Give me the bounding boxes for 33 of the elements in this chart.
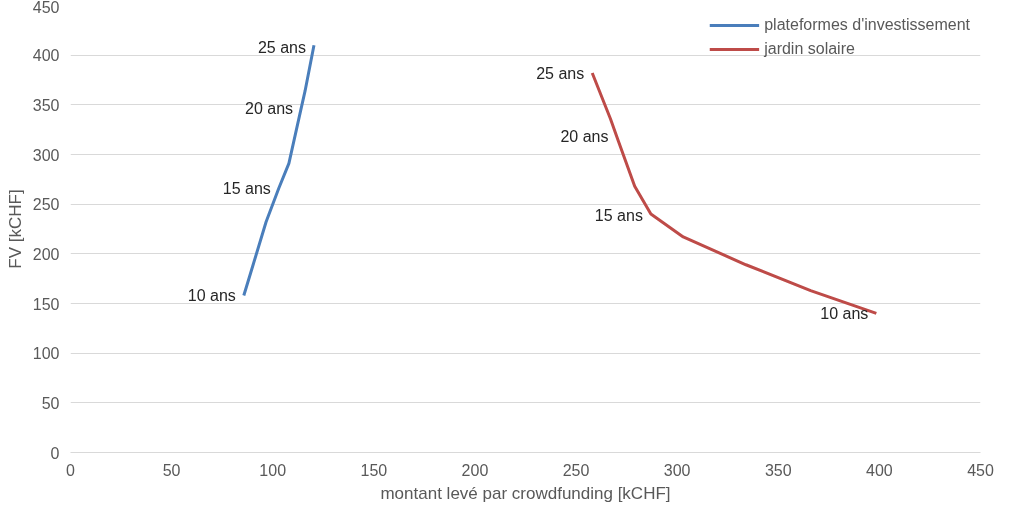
x-tick-label: 100 — [259, 461, 287, 479]
annotation: 25 ans — [257, 38, 306, 56]
y-tick-label: 300 — [32, 146, 60, 164]
y-tick-label: 100 — [32, 345, 60, 363]
annotation: 20 ans — [244, 100, 294, 118]
y-tick-label: 350 — [32, 96, 60, 114]
annotation: 15 ans — [222, 179, 271, 197]
annotation: 15 ans — [594, 206, 643, 224]
y-tick-label: 0 — [50, 444, 60, 462]
y-tick-label: 400 — [32, 47, 60, 65]
y-axis-title: FV [kCHF] — [5, 189, 25, 269]
x-tick-label: 300 — [663, 461, 691, 479]
x-tick-label: 400 — [866, 461, 893, 479]
y-tick-label: 450 — [32, 0, 60, 16]
annotation: 10 ans — [820, 304, 869, 322]
line-series — [242, 43, 316, 298]
y-tick-label: 250 — [32, 196, 60, 214]
legend-label: plateformes d'investissement — [764, 16, 970, 34]
y-tick-label: 200 — [32, 245, 60, 263]
annotation: 25 ans — [536, 64, 585, 82]
x-tick-label: 50 — [162, 461, 181, 479]
x-tick-label: 150 — [360, 461, 388, 479]
x-tick-label: 200 — [461, 461, 489, 479]
legend-label: jardin solaire — [764, 40, 855, 58]
annotation: 20 ans — [560, 128, 609, 146]
x-axis-title: montant levé par crowdfunding [kCHF] — [380, 483, 671, 503]
y-tick-label: 150 — [32, 295, 60, 313]
y-tick-label: 50 — [41, 394, 60, 412]
x-tick-label: 250 — [562, 461, 590, 479]
x-tick-label: 350 — [764, 461, 792, 479]
x-tick-label: 0 — [66, 461, 76, 479]
annotation: 10 ans — [187, 287, 236, 305]
x-tick-label: 450 — [967, 461, 994, 479]
